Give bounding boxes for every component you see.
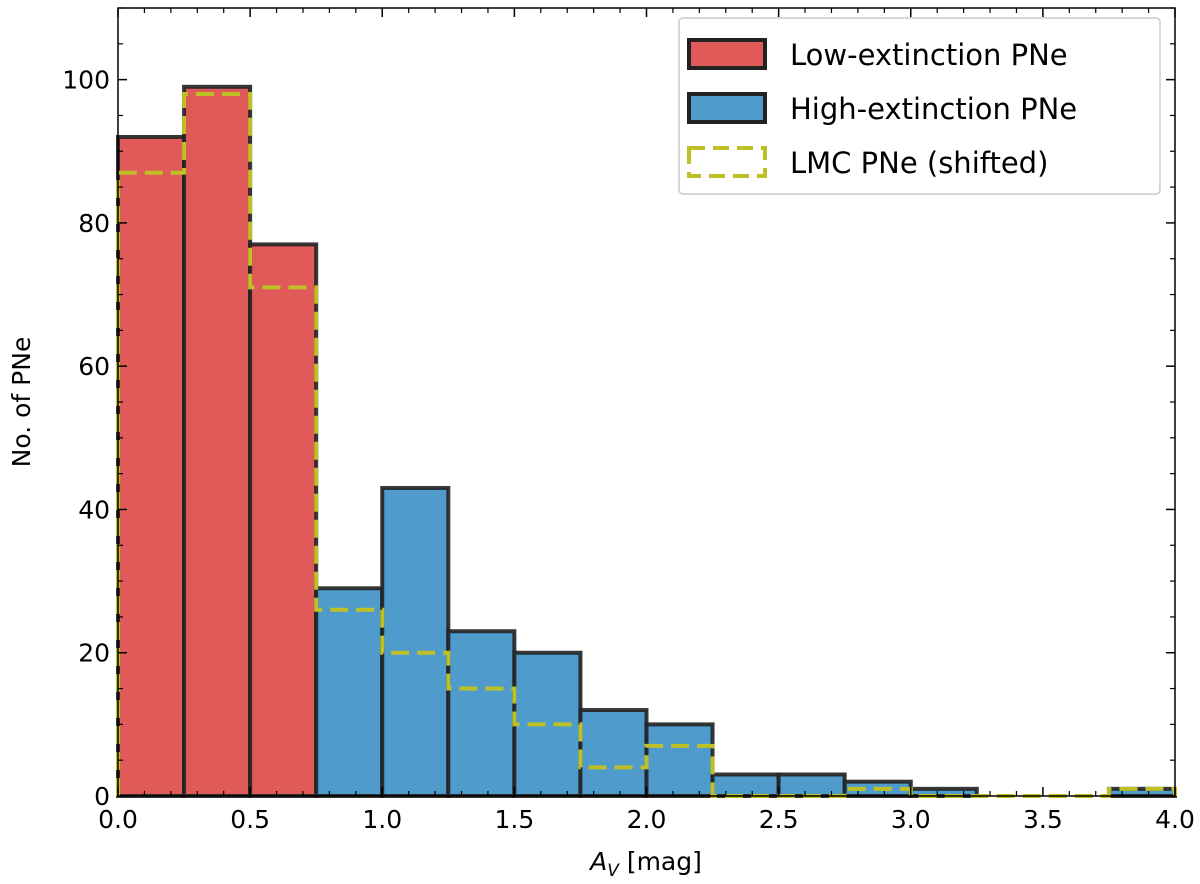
legend: Low-extinction PNe High-extinction PNe L… <box>678 17 1161 195</box>
x-tick-label: 2.0 <box>627 805 667 834</box>
bar-low-0 <box>116 134 187 799</box>
legend-label-low: Low-extinction PNe <box>790 38 1068 72</box>
y-axis-label: No. of PNe <box>7 337 36 468</box>
bar-high-7 <box>776 772 847 799</box>
bar-high-0 <box>314 586 385 798</box>
bar-high-6 <box>710 772 781 799</box>
bar-low-2 <box>248 242 319 798</box>
x-tick-label: 0.0 <box>98 805 138 834</box>
x-tick-labels: 0.0 0.5 1.0 1.5 2.0 2.5 3.0 3.5 4.0 <box>98 805 1195 834</box>
x-tick-label: 4.0 <box>1155 805 1195 834</box>
bar-high-2 <box>446 629 517 799</box>
y-tick-label: 0 <box>94 782 110 811</box>
bar-high-10 <box>1106 786 1177 799</box>
legend-swatch-lmc <box>687 146 767 178</box>
legend-box <box>678 17 1161 195</box>
bar-high-4 <box>578 708 649 799</box>
y-tick-label: 20 <box>78 639 110 668</box>
y-tick-label: 100 <box>62 66 110 95</box>
bar-high-5 <box>644 722 715 799</box>
legend-swatch-low <box>687 38 767 70</box>
y-tick-label: 80 <box>78 209 110 238</box>
x-axis-label: AV [mag] <box>588 847 702 881</box>
plot-frame <box>117 7 1176 797</box>
x-tick-label: 0.5 <box>230 805 270 834</box>
legend-label-high: High-extinction PNe <box>790 92 1077 126</box>
bar-high-1 <box>380 485 451 798</box>
x-tick-label: 2.5 <box>759 805 799 834</box>
x-tick-label: 1.5 <box>494 805 534 834</box>
y-tick-labels: 0 20 40 60 80 100 <box>62 66 110 811</box>
bar-low-1 <box>182 84 253 799</box>
x-tick-label: 3.0 <box>891 805 931 834</box>
legend-swatch-high <box>687 92 767 124</box>
x-tick-label: 3.5 <box>1023 805 1063 834</box>
x-tick-label: 1.0 <box>362 805 402 834</box>
y-tick-label: 40 <box>78 495 110 524</box>
y-tick-label: 60 <box>78 352 110 381</box>
histogram-bars <box>116 84 1177 799</box>
legend-label-lmc: LMC PNe (shifted) <box>790 146 1048 180</box>
